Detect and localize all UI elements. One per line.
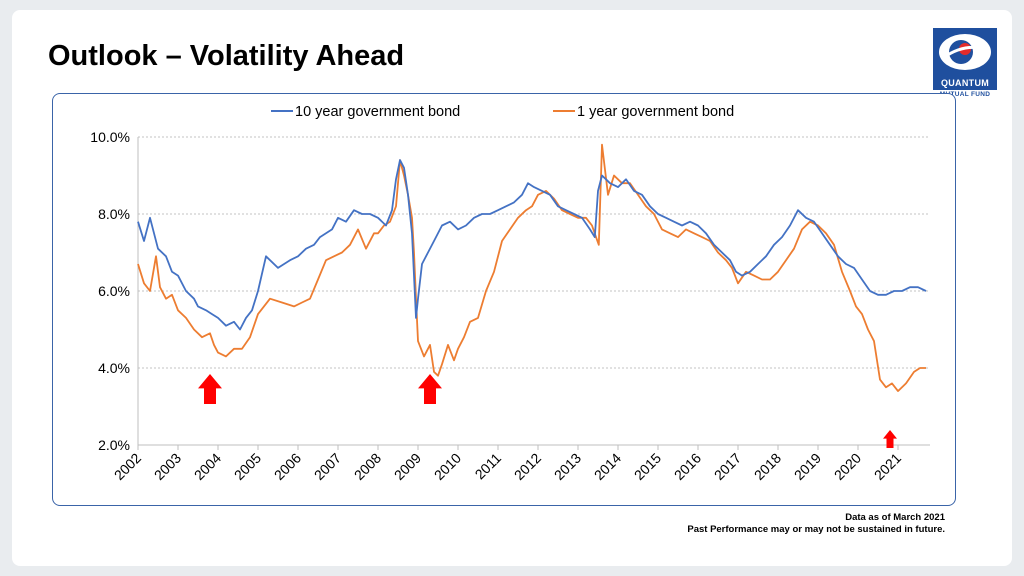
slide: Outlook – Volatility Ahead QUANTUM MUTUA… <box>12 10 1012 566</box>
red-up-arrow-icon <box>418 374 442 404</box>
x-tick-label: 2008 <box>351 450 384 483</box>
chart-container: 2.0% 4.0% 6.0% 8.0% 10.0% 2002 2003 2004 2005 200… <box>52 93 956 506</box>
x-tick-label: 2011 <box>472 450 505 483</box>
x-tick-label: 2020 <box>831 450 864 483</box>
y-tick-label: 6.0% <box>98 283 130 299</box>
x-tick-label: 2006 <box>271 450 304 483</box>
logo-text: QUANTUM <box>933 76 997 90</box>
x-tick-label: 2017 <box>711 450 744 483</box>
x-tick-label: 2014 <box>591 450 624 483</box>
series-10-year-line <box>137 159 927 331</box>
x-tick-label: 2016 <box>671 450 704 483</box>
page-title: Outlook – Volatility Ahead <box>48 40 405 72</box>
y-tick-label: 10.0% <box>90 129 130 145</box>
red-up-arrow-icon <box>198 374 222 404</box>
quantum-logo-icon <box>933 28 997 76</box>
red-up-arrow-icon <box>883 430 897 448</box>
x-tick-label: 2002 <box>111 450 144 483</box>
series-1-year-line <box>137 143 926 393</box>
logo-subtext: MUTUAL FUND <box>939 91 991 98</box>
disclaimer-note: Past Performance may or may not be susta… <box>687 524 945 535</box>
x-tick-label: 2007 <box>311 450 344 483</box>
x-tick-label: 2019 <box>791 450 824 483</box>
legend-label: 10 year government bond <box>295 104 460 120</box>
y-tick-label: 8.0% <box>98 206 130 222</box>
y-tick-label: 2.0% <box>98 437 130 453</box>
y-tick-label: 4.0% <box>98 360 130 376</box>
data-date-note: Data as of March 2021 <box>845 512 945 523</box>
x-tick-label: 2013 <box>551 450 584 483</box>
x-tick-label: 2021 <box>871 450 904 483</box>
bond-yield-chart: 2.0%4.0%6.0%8.0%10.0%2002 2003 2004 2005 200… <box>90 104 930 483</box>
company-logo: QUANTUM MUTUAL FUND <box>933 28 997 100</box>
x-tick-label: 2018 <box>751 450 784 483</box>
x-tick-label: 2010 <box>431 450 464 483</box>
legend-label: 1 year government bond <box>577 104 734 120</box>
x-tick-label: 2009 <box>391 450 424 483</box>
x-tick-label: 2015 <box>631 450 664 483</box>
x-tick-label: 2012 <box>511 450 544 483</box>
x-tick-label: 2003 <box>151 450 184 483</box>
x-tick-label: 2004 <box>191 450 224 483</box>
x-tick-label: 2005 <box>231 450 264 483</box>
